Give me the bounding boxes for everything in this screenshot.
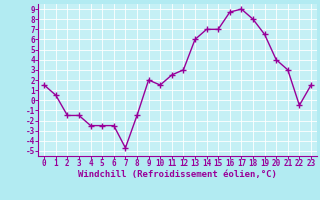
- X-axis label: Windchill (Refroidissement éolien,°C): Windchill (Refroidissement éolien,°C): [78, 170, 277, 179]
